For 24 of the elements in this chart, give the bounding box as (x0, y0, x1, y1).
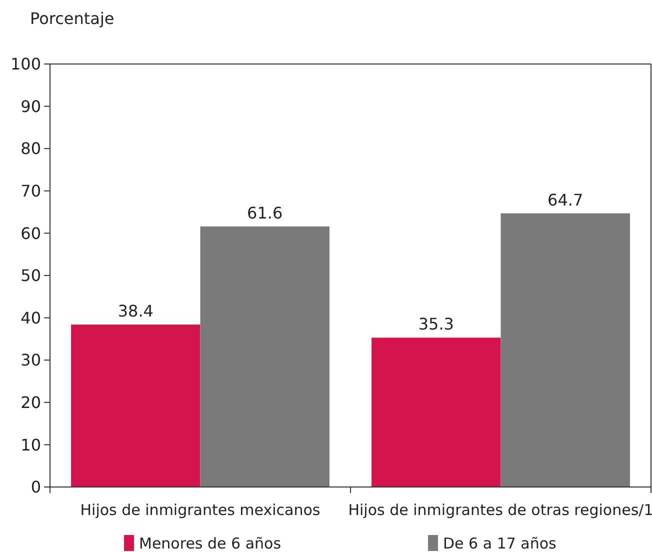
x-tick-label: Hijos de inmigrantes mexicanos (80, 501, 320, 519)
y-tick-label: 40 (20, 308, 41, 328)
data-label: 64.7 (548, 190, 584, 210)
y-tick-label: 20 (20, 393, 41, 412)
data-label: 35.3 (418, 314, 454, 334)
y-tick-label: 60 (20, 224, 41, 243)
y-tick-label: 100 (10, 54, 41, 74)
data-label: 38.4 (118, 302, 154, 321)
bar (71, 324, 200, 487)
y-tick-label: 70 (20, 182, 41, 200)
y-tick-label: 10 (20, 435, 41, 454)
bar (372, 338, 501, 487)
data-label: 61.6 (247, 203, 283, 222)
legend-label: Menores de 6 años (139, 534, 282, 552)
y-tick-label: 30 (20, 350, 41, 370)
x-tick-label: Hijos de inmigrantes de otras regiones/1 (348, 501, 652, 519)
y-tick-label: 90 (20, 96, 41, 116)
y-tick-label: 0 (30, 478, 41, 497)
legend-label: De 6 a 17 años (443, 534, 557, 552)
y-tick-label: 50 (20, 266, 41, 286)
bar (200, 226, 330, 487)
y-axis-title: Porcentaje (30, 9, 114, 28)
y-tick-label: 80 (20, 139, 41, 158)
bar (500, 213, 630, 487)
